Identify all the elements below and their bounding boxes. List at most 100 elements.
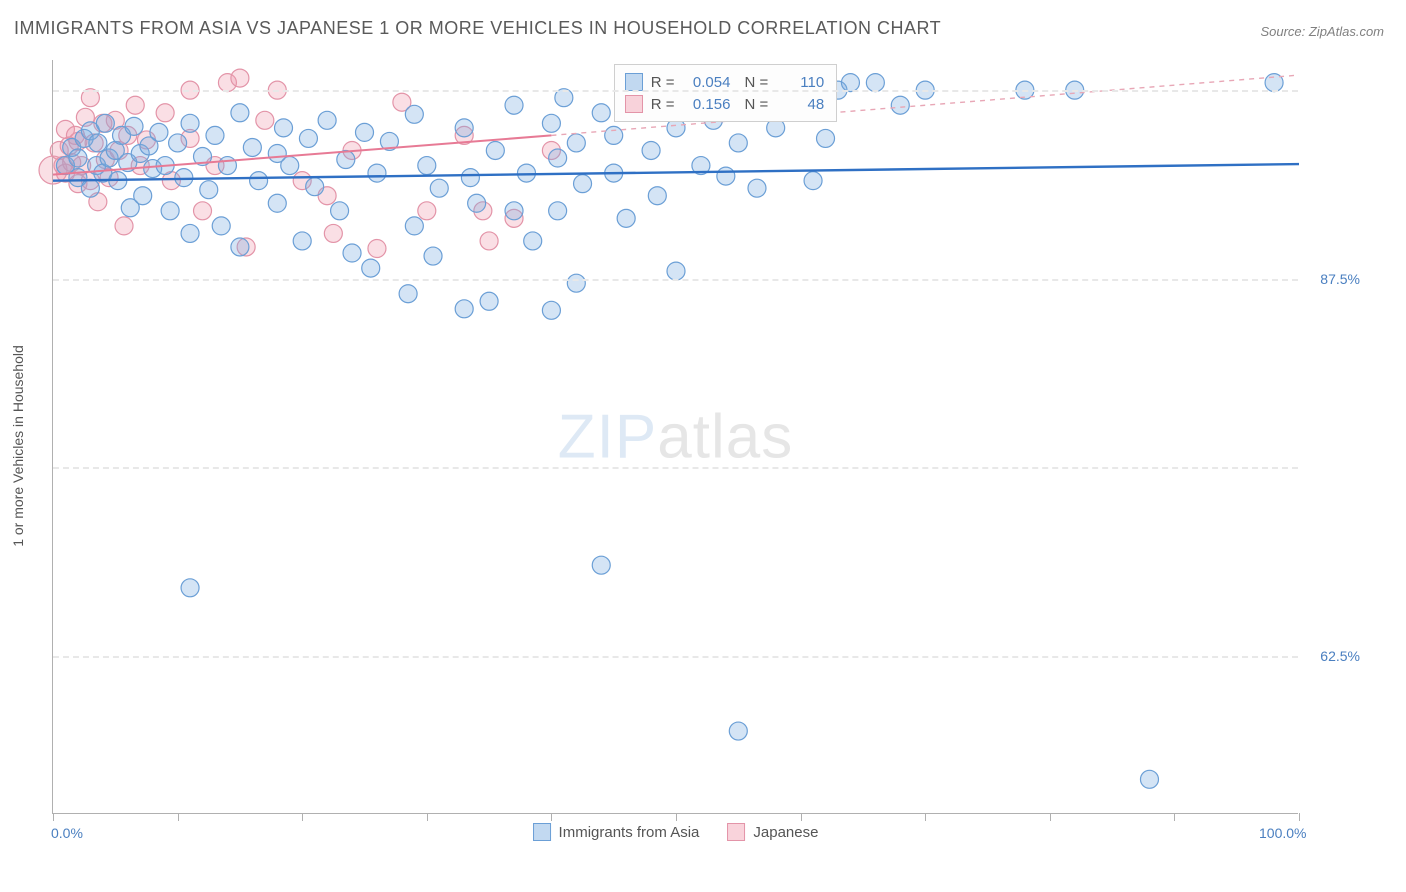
data-point — [81, 179, 99, 197]
data-point — [605, 126, 623, 144]
data-point — [542, 301, 560, 319]
data-point — [804, 172, 822, 190]
x-tick-label: 100.0% — [1259, 825, 1306, 841]
data-point — [250, 172, 268, 190]
x-tick — [925, 813, 926, 821]
data-point — [480, 232, 498, 250]
data-point — [356, 123, 374, 141]
data-point — [866, 74, 884, 92]
data-point — [405, 217, 423, 235]
data-point — [567, 134, 585, 152]
data-point — [717, 167, 735, 185]
gridline — [53, 467, 1298, 469]
data-point — [486, 141, 504, 159]
data-point — [841, 74, 859, 92]
data-point — [331, 202, 349, 220]
data-point — [212, 217, 230, 235]
trend-line — [53, 164, 1299, 181]
data-point — [150, 123, 168, 141]
series-legend-label: Japanese — [753, 824, 818, 841]
data-point — [362, 259, 380, 277]
data-point — [461, 169, 479, 187]
gridline — [53, 656, 1298, 658]
data-point — [134, 187, 152, 205]
stat-r-label: R = — [651, 74, 675, 91]
data-point — [156, 104, 174, 122]
data-point — [567, 274, 585, 292]
x-tick — [178, 813, 179, 821]
data-point — [231, 69, 249, 87]
data-point — [337, 151, 355, 169]
data-point — [891, 96, 909, 114]
stat-n-label: N = — [744, 96, 768, 113]
series-legend-label: Immigrants from Asia — [559, 824, 700, 841]
x-tick — [1050, 813, 1051, 821]
x-tick — [427, 813, 428, 821]
data-point — [231, 238, 249, 256]
data-point — [169, 134, 187, 152]
stat-n-value: 48 — [776, 96, 824, 113]
data-point — [125, 117, 143, 135]
data-point — [574, 175, 592, 193]
data-point — [418, 157, 436, 175]
x-tick — [302, 813, 303, 821]
gridline — [53, 90, 1298, 92]
x-tick — [1299, 813, 1300, 821]
x-tick — [53, 813, 54, 821]
data-point — [1140, 770, 1158, 788]
data-point — [115, 217, 133, 235]
chart-title: IMMIGRANTS FROM ASIA VS JAPANESE 1 OR MO… — [14, 18, 941, 39]
data-point — [293, 232, 311, 250]
data-point — [200, 181, 218, 199]
data-point — [729, 722, 747, 740]
data-point — [748, 179, 766, 197]
data-point — [299, 129, 317, 147]
stat-r-value: 0.156 — [682, 96, 730, 113]
stats-legend-row: R = 0.156 N = 48 — [625, 93, 825, 115]
data-point — [194, 202, 212, 220]
data-point — [206, 126, 224, 144]
data-point — [181, 224, 199, 242]
data-point — [424, 247, 442, 265]
chart-container: IMMIGRANTS FROM ASIA VS JAPANESE 1 OR MO… — [0, 0, 1406, 892]
data-point — [667, 262, 685, 280]
stat-n-value: 110 — [776, 74, 824, 91]
data-point — [218, 157, 236, 175]
data-point — [243, 138, 261, 156]
stat-n-label: N = — [744, 74, 768, 91]
data-point — [306, 178, 324, 196]
data-point — [126, 96, 144, 114]
data-point — [368, 240, 386, 258]
data-point — [729, 134, 747, 152]
data-point — [268, 194, 286, 212]
data-point — [161, 202, 179, 220]
x-tick-label: 0.0% — [51, 825, 83, 841]
x-tick — [676, 813, 677, 821]
data-point — [399, 285, 417, 303]
data-point — [181, 114, 199, 132]
data-point — [817, 129, 835, 147]
data-point — [89, 134, 107, 152]
data-point — [343, 244, 361, 262]
data-point — [480, 292, 498, 310]
x-tick — [1174, 813, 1175, 821]
y-tick-label: 62.5% — [1304, 648, 1360, 664]
data-point — [524, 232, 542, 250]
stat-r-label: R = — [651, 96, 675, 113]
data-point — [256, 111, 274, 129]
data-point — [96, 114, 114, 132]
data-point — [505, 96, 523, 114]
stats-legend: R = 0.054 N = 110 R = 0.156 N = 48 — [614, 64, 838, 122]
x-tick — [801, 813, 802, 821]
series-legend-item: Immigrants from Asia — [533, 823, 700, 841]
data-point — [542, 114, 560, 132]
data-point — [549, 149, 567, 167]
data-point — [642, 141, 660, 159]
legend-swatch — [625, 73, 643, 91]
data-point — [418, 202, 436, 220]
data-point — [181, 579, 199, 597]
plot-svg — [53, 60, 1298, 813]
data-point — [430, 179, 448, 197]
stat-r-value: 0.054 — [682, 74, 730, 91]
data-point — [318, 111, 336, 129]
